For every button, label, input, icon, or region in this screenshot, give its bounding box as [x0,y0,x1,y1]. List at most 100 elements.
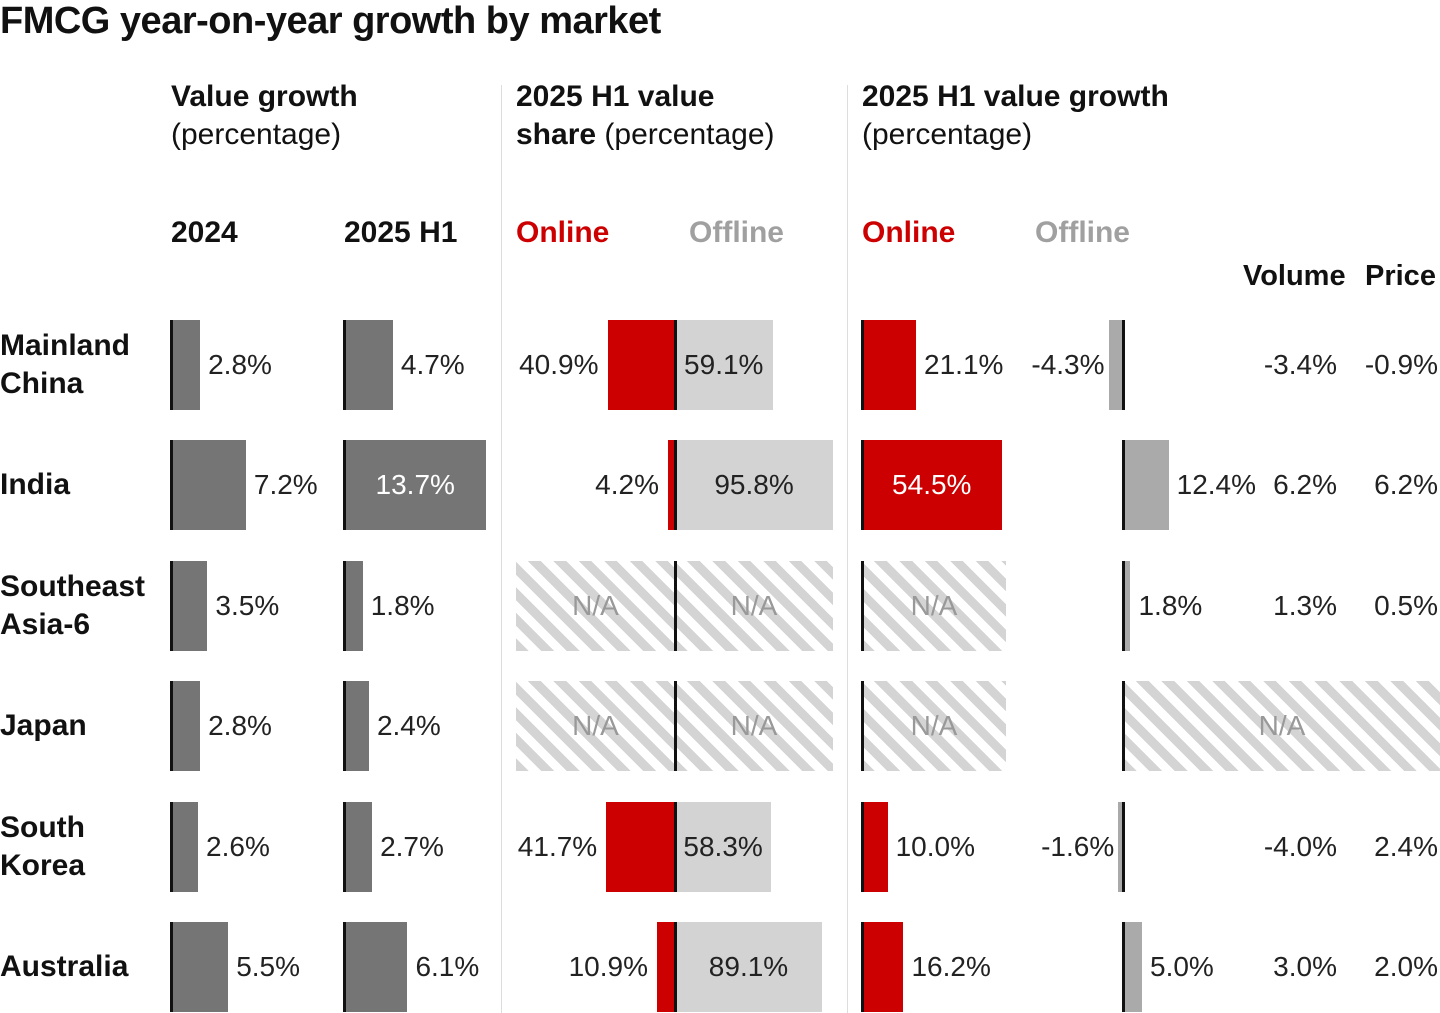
bar-growth-online-label: 16.2% [911,951,991,982]
axis-line [343,681,346,771]
axis-line [861,561,864,651]
bar-2025h1-label: 6.1% [415,951,480,982]
bar-growth-offline [1124,440,1169,530]
header-value-growth: Value growth (percentage) [171,78,358,154]
bar-share-offline-label: 89.1% [708,951,789,982]
bar-growth-offline [1124,922,1142,1012]
axis-line [343,320,346,410]
bar-2025h1 [344,561,363,651]
volume-value: -4.0% [1263,831,1337,862]
axis-line [170,681,173,771]
volume-value: 1.3% [1273,590,1337,621]
bar-share-offline [675,320,773,410]
bar-2024 [171,922,229,1012]
bar-2025h1-label: 2.4% [376,710,441,741]
axis-line [343,561,346,651]
subheader-price: Price [1365,260,1436,292]
bar-growth-offline [1108,320,1124,410]
bar-share-offline [675,802,772,892]
volume-value: 6.2% [1273,469,1337,500]
bar-growth-online-label: 10.0% [895,831,975,862]
growth-online-na-label: N/A [910,590,958,621]
row-label: Japan [0,709,87,742]
row-label: Southeast Asia-6 [0,570,146,641]
bar-growth-online [862,320,917,410]
price-value: 0.5% [1374,590,1438,621]
axis-line [674,561,677,651]
growth-offline-na-hatch [1124,681,1440,771]
bar-growth-offline-label: -4.3% [1031,349,1105,380]
growth-offline-na-label: N/A [1258,710,1306,741]
subheader-2025h1: 2025 H1 [344,216,458,249]
header-h1-growth-title: 2025 H1 value growth [862,80,1169,113]
subheader-online-growth: Online [862,216,956,249]
bar-growth-online-label: 21.1% [924,349,1004,380]
growth-online-na-label: N/A [910,710,958,741]
bar-2024 [171,440,246,530]
axis-line [1122,561,1125,651]
axis-line [170,320,173,410]
bar-growth-online-label: 54.5% [892,469,972,500]
header-h1-growth: 2025 H1 value growth (percentage) [862,78,1169,154]
header-h1-growth-unit: (percentage) [862,118,1033,151]
column-divider [501,85,502,1013]
price-value: 2.4% [1374,831,1438,862]
bar-share-offline [675,440,834,530]
row-label: South Korea [0,811,86,882]
bar-share-online [657,922,675,1012]
share-offline-na-label: N/A [730,710,778,741]
share-offline-na-hatch [675,681,833,771]
subheader-offline-growth: Offline [1035,216,1130,249]
header-share-title: 2025 H1 value [516,80,715,113]
subheader-volume: Volume [1243,260,1346,292]
axis-line [1122,440,1125,530]
axis-line [861,320,864,410]
bar-share-offline-label: 59.1% [684,349,764,380]
bar-share-online [606,802,675,892]
bar-share-online-label: 40.9% [519,349,599,380]
bar-growth-online [862,802,888,892]
share-online-na-label: N/A [572,710,619,741]
subheader-2024: 2024 [171,216,238,249]
bar-2024 [171,802,199,892]
bar-growth-offline-label: 1.8% [1138,590,1203,621]
bar-2024 [171,561,208,651]
axis-line [674,922,677,1012]
axis-line [861,440,864,530]
bar-share-online [668,440,675,530]
bar-2024 [171,320,201,410]
bar-2024-label: 5.5% [236,951,301,982]
axis-line [170,802,173,892]
bar-share-online-label: 4.2% [595,469,659,500]
bar-2024-label: 2.8% [208,710,272,741]
bar-2024-label: 3.5% [215,590,280,621]
bar-growth-offline-label: 12.4% [1176,469,1257,500]
share-online-na-hatch [516,681,675,771]
bar-growth-offline-label: -1.6% [1041,831,1115,862]
axis-line [674,320,677,410]
axis-line [1122,681,1125,771]
share-online-na-hatch [516,561,675,651]
bar-2024-label: 7.2% [253,469,318,500]
axis-line [674,440,677,530]
bar-share-offline-label: 95.8% [714,469,794,500]
row-label: Mainland China [0,329,131,400]
bar-growth-online [862,440,1002,530]
header-share-title-2: share [516,118,597,151]
bar-share-offline [675,922,822,1012]
bar-growth-offline-label: 5.0% [1150,951,1214,982]
bar-2025h1-label: 2.7% [380,831,444,862]
axis-line [170,561,173,651]
share-online-na-label: N/A [572,590,619,621]
header-value-growth-unit: (percentage) [171,118,342,151]
axis-line [861,681,864,771]
header-share-unit: (percentage) [604,118,775,151]
row-label: Australia [0,950,129,983]
bar-2024 [171,681,201,771]
share-offline-na-label: N/A [730,590,778,621]
axis-line [861,802,864,892]
bar-2025h1 [344,440,487,530]
header-value-share: 2025 H1 value share (percentage) [516,78,775,154]
volume-value: 3.0% [1273,951,1337,982]
